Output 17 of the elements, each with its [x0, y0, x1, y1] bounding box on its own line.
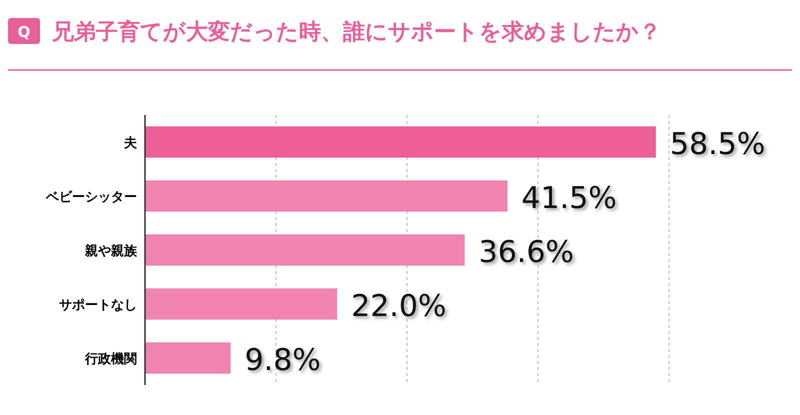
bar — [145, 126, 656, 158]
data-label: 58.5% — [670, 127, 766, 162]
bar — [145, 180, 508, 212]
bar — [145, 288, 338, 320]
data-label: 41.5% — [521, 181, 617, 216]
bar — [145, 234, 465, 266]
text: Q — [18, 23, 30, 41]
bar — [145, 342, 231, 374]
y-tick-label: 親や親族 — [84, 243, 138, 259]
chart-title: 兄弟子育てが大変だった時、誰にサポートを求めましたか？ — [51, 19, 661, 45]
data-label: 36.6% — [478, 235, 574, 270]
y-tick-label: 夫 — [123, 136, 138, 151]
y-tick-label: 行政機関 — [84, 352, 137, 367]
data-label: 22.0% — [351, 289, 446, 324]
y-tick-label: ベビーシッター — [45, 190, 137, 205]
data-label: 9.8% — [244, 343, 321, 378]
y-tick-label: サポートなし — [59, 298, 137, 313]
